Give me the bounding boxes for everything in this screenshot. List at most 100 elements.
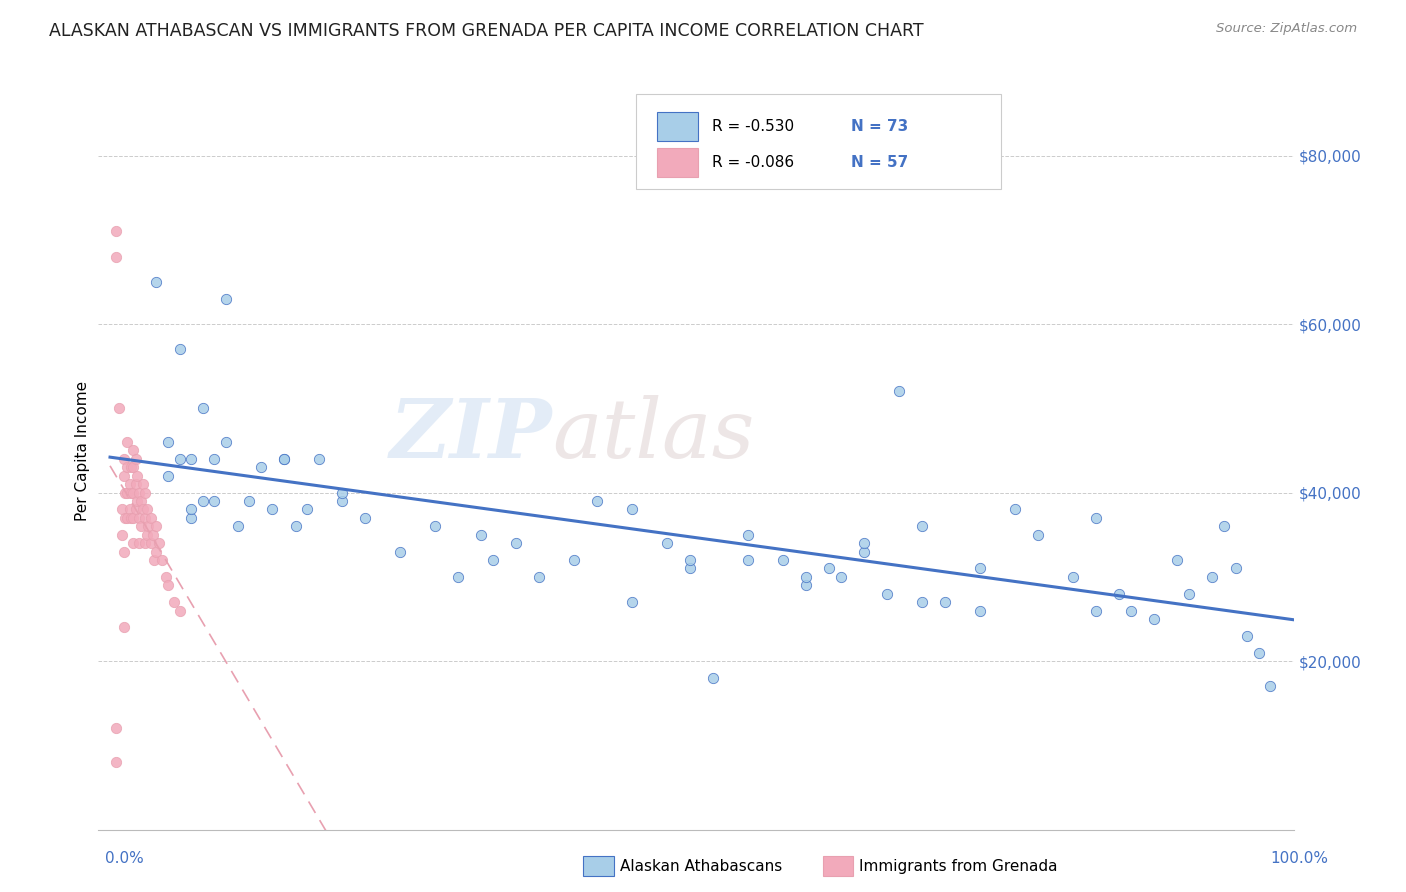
- Point: [134, 511, 156, 525]
- Point: [120, 460, 142, 475]
- Point: [148, 536, 170, 550]
- Point: [124, 502, 146, 516]
- Text: R = -0.530: R = -0.530: [711, 120, 793, 134]
- Point: [191, 494, 214, 508]
- Point: [112, 451, 135, 466]
- Point: [145, 275, 167, 289]
- Point: [737, 527, 759, 541]
- Point: [969, 561, 991, 575]
- Point: [131, 519, 153, 533]
- Text: Alaskan Athabascans: Alaskan Athabascans: [620, 859, 782, 873]
- Point: [134, 536, 156, 550]
- Point: [104, 722, 127, 736]
- Point: [679, 553, 702, 567]
- Text: 100.0%: 100.0%: [1271, 851, 1329, 865]
- Point: [1026, 527, 1049, 541]
- Point: [737, 553, 759, 567]
- Text: ZIP: ZIP: [389, 395, 553, 475]
- Point: [180, 502, 202, 516]
- Point: [794, 578, 817, 592]
- Point: [142, 527, 165, 541]
- Point: [482, 553, 505, 567]
- Point: [157, 435, 180, 450]
- Point: [125, 494, 148, 508]
- Point: [447, 570, 470, 584]
- Point: [204, 494, 226, 508]
- Text: 0.0%: 0.0%: [105, 851, 145, 865]
- Point: [124, 451, 146, 466]
- Point: [1143, 612, 1166, 626]
- Point: [308, 451, 330, 466]
- Text: Source: ZipAtlas.com: Source: ZipAtlas.com: [1216, 22, 1357, 36]
- Point: [621, 595, 644, 609]
- Point: [180, 511, 202, 525]
- Point: [853, 544, 876, 558]
- Point: [145, 519, 167, 533]
- Point: [117, 460, 139, 475]
- Point: [122, 536, 145, 550]
- Point: [131, 477, 153, 491]
- Point: [128, 511, 150, 525]
- Point: [655, 536, 678, 550]
- Point: [157, 578, 180, 592]
- Point: [112, 620, 135, 634]
- Point: [169, 603, 191, 617]
- Point: [887, 384, 910, 399]
- Point: [1225, 561, 1247, 575]
- Point: [122, 485, 145, 500]
- Point: [1004, 502, 1026, 516]
- Point: [1178, 587, 1201, 601]
- Point: [117, 485, 139, 500]
- Point: [215, 292, 238, 306]
- Point: [794, 570, 817, 584]
- Point: [169, 343, 191, 357]
- FancyBboxPatch shape: [657, 112, 699, 141]
- Point: [529, 570, 551, 584]
- Text: Immigrants from Grenada: Immigrants from Grenada: [859, 859, 1057, 873]
- Point: [226, 519, 249, 533]
- Point: [621, 502, 644, 516]
- Point: [180, 451, 202, 466]
- Point: [969, 603, 991, 617]
- Text: R = -0.086: R = -0.086: [711, 155, 793, 169]
- Point: [262, 502, 284, 516]
- Point: [702, 671, 724, 685]
- Point: [150, 553, 173, 567]
- Point: [122, 443, 145, 458]
- Point: [120, 511, 142, 525]
- Point: [163, 595, 186, 609]
- Point: [911, 595, 934, 609]
- Point: [204, 451, 226, 466]
- Point: [934, 595, 956, 609]
- Point: [136, 502, 159, 516]
- Point: [1212, 519, 1234, 533]
- Point: [818, 561, 841, 575]
- Point: [112, 468, 135, 483]
- Point: [679, 561, 702, 575]
- Point: [389, 544, 412, 558]
- Point: [215, 435, 238, 450]
- Point: [354, 511, 377, 525]
- Point: [284, 519, 307, 533]
- Point: [250, 460, 273, 475]
- Point: [273, 451, 295, 466]
- Point: [273, 451, 295, 466]
- Point: [772, 553, 794, 567]
- Point: [1258, 679, 1281, 693]
- Point: [111, 527, 134, 541]
- Point: [297, 502, 319, 516]
- Point: [155, 570, 177, 584]
- Point: [1119, 603, 1142, 617]
- Text: N = 57: N = 57: [852, 155, 908, 169]
- Point: [330, 485, 353, 500]
- Point: [128, 536, 150, 550]
- Point: [131, 502, 153, 516]
- Point: [1166, 553, 1188, 567]
- Point: [1201, 570, 1223, 584]
- Point: [104, 224, 127, 238]
- Point: [104, 250, 127, 264]
- Point: [122, 460, 145, 475]
- Point: [139, 536, 162, 550]
- Point: [117, 511, 139, 525]
- Point: [911, 519, 934, 533]
